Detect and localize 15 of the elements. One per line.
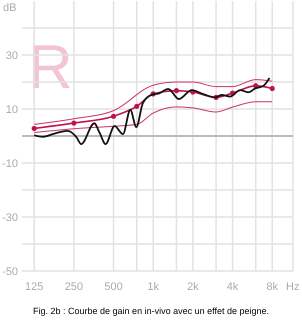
x-tick-label: 2k: [187, 281, 200, 293]
y-tick-label: -50: [2, 266, 18, 278]
y-tick-label: -30: [2, 212, 18, 224]
x-tick-label: 4k: [226, 281, 239, 293]
caption: Fig. 2b : Courbe de gain en in-vivo avec un effet de peigne.: [33, 306, 269, 316]
x-tick-label: 500: [104, 281, 123, 293]
x-tick-label: 1k: [147, 281, 160, 293]
x-tick-label: 250: [64, 281, 84, 293]
y-tick-label: -10: [2, 158, 18, 170]
x-tick-label: 125: [25, 281, 44, 293]
y-axis-title: dB: [3, 2, 16, 14]
x-axis-title: Hz: [286, 281, 300, 293]
y-tick-label: 10: [6, 104, 18, 116]
y-tick-label: 30: [6, 50, 18, 62]
x-tick-label: 8k: [266, 281, 279, 293]
